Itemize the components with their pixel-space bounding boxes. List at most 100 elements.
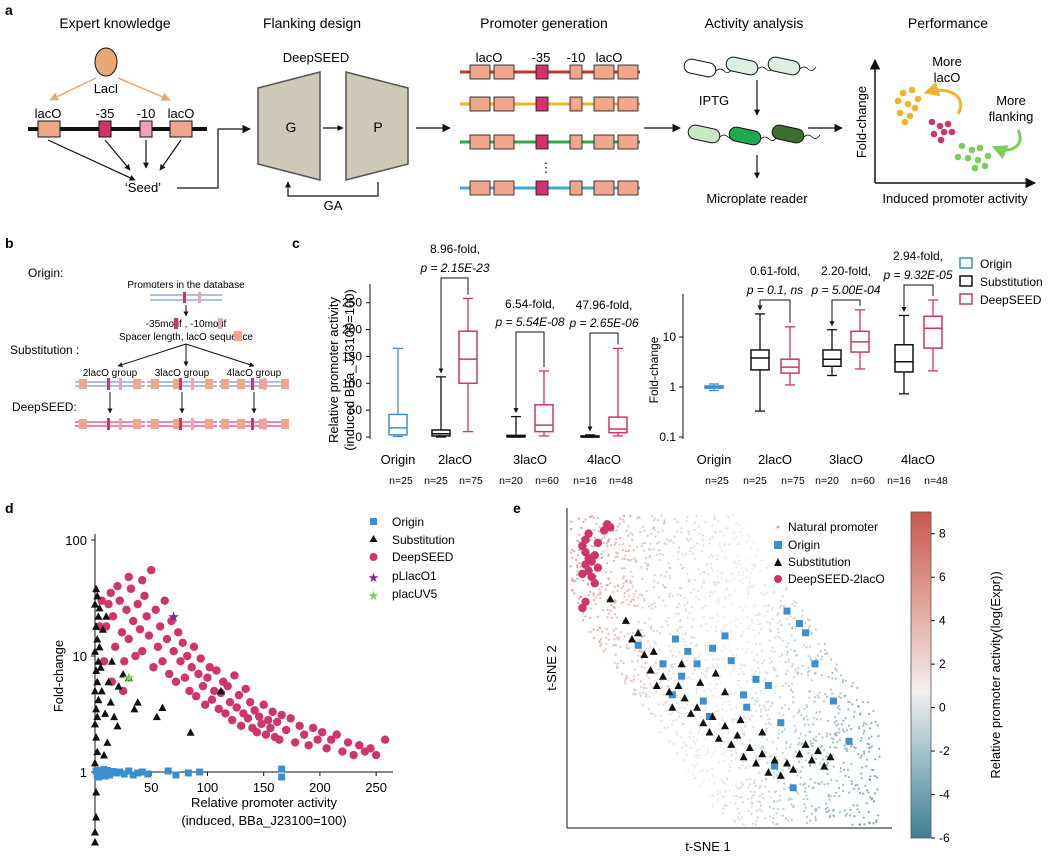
e-natural-point <box>639 694 642 697</box>
e-natural-point <box>571 548 574 551</box>
e-natural-point <box>842 719 845 722</box>
e-natural-point <box>777 736 780 740</box>
e-natural-point <box>779 600 782 603</box>
e-natural-point <box>576 566 579 569</box>
e-natural-point <box>755 710 758 713</box>
e-natural-point <box>706 670 709 673</box>
e-natural-point <box>668 644 671 648</box>
e-natural-point <box>690 546 693 550</box>
e-natural-point <box>825 695 829 699</box>
d-substitution-point <box>102 612 111 620</box>
panel-d-letter: d <box>5 500 14 516</box>
e-natural-point <box>732 577 736 580</box>
e-natural-point <box>735 794 738 798</box>
b-m35-box <box>251 378 254 390</box>
e-natural-point <box>845 747 848 751</box>
e-natural-point <box>730 621 733 624</box>
e-natural-point <box>622 662 625 665</box>
e-natural-point <box>732 693 735 696</box>
e-deepseed-point <box>581 597 590 606</box>
d-deepseed-point <box>207 695 217 704</box>
e-natural-point <box>679 563 682 567</box>
d-origin-point <box>196 768 204 776</box>
e-natural-point <box>854 784 857 787</box>
e-natural-point <box>724 790 727 793</box>
e-natural-point <box>577 602 580 605</box>
e-substitution-point <box>628 635 636 643</box>
e-natural-point <box>689 538 692 541</box>
e-natural-point <box>630 558 633 561</box>
e-natural-point <box>687 530 690 533</box>
e-natural-point <box>697 731 701 734</box>
e-natural-point <box>691 672 694 675</box>
e-natural-point <box>734 589 737 592</box>
e-natural-point <box>873 774 876 778</box>
e-natural-point <box>698 727 702 730</box>
e-natural-point <box>784 747 788 750</box>
e-natural-point <box>613 598 616 602</box>
e-natural-point <box>714 590 717 593</box>
e-natural-point <box>863 823 866 826</box>
e-natural-point <box>757 667 760 670</box>
e-natural-point <box>722 658 725 661</box>
gen-m35-box <box>535 96 549 112</box>
e-natural-point <box>826 719 829 723</box>
c-left-ytick-label: 100 <box>342 376 362 390</box>
e-natural-point <box>750 805 753 808</box>
e-natural-point <box>775 773 778 776</box>
e-natural-point <box>810 804 813 808</box>
e-natural-point <box>652 519 655 522</box>
e-natural-point <box>736 543 739 546</box>
e-natural-point <box>740 634 744 637</box>
e-natural-point <box>722 741 725 744</box>
e-natural-point <box>754 701 757 704</box>
e-natural-point <box>670 650 673 653</box>
e-substitution-point <box>776 771 785 779</box>
e-natural-point <box>652 712 655 715</box>
e-natural-point <box>711 555 714 558</box>
e-substitution-point <box>711 669 720 677</box>
e-natural-point <box>741 577 744 581</box>
e-natural-point <box>689 591 693 594</box>
e-natural-point <box>599 593 602 596</box>
e-natural-point <box>600 642 603 645</box>
e-natural-point <box>689 642 692 645</box>
e-natural-point <box>847 776 851 779</box>
e-natural-point <box>816 694 819 697</box>
e-natural-point <box>668 592 672 596</box>
e-natural-point <box>750 619 753 622</box>
e-natural-point <box>653 517 656 520</box>
b-deepseed-label: DeepSEED: <box>12 400 77 414</box>
d-substitution-point <box>91 828 99 836</box>
e-natural-point <box>758 612 761 615</box>
e-natural-point <box>621 585 625 588</box>
e-natural-point <box>734 713 737 716</box>
e-natural-point <box>647 640 650 643</box>
e-natural-point <box>737 816 740 819</box>
e-substitution-point <box>752 759 760 767</box>
e-natural-point <box>745 766 748 769</box>
e-natural-point <box>600 553 603 556</box>
e-natural-point <box>720 571 724 575</box>
e-natural-point <box>721 703 724 706</box>
e-natural-point <box>827 795 830 798</box>
e-natural-point <box>739 622 742 625</box>
e-natural-point <box>590 545 593 548</box>
d-xtick-label: 200 <box>309 780 331 795</box>
e-natural-point <box>621 549 625 552</box>
e-natural-point <box>648 683 652 686</box>
e-natural-point <box>742 609 745 612</box>
laco-label-2: lacO <box>168 106 195 121</box>
e-natural-point <box>629 600 632 604</box>
e-origin-point <box>743 703 751 711</box>
e-natural-point <box>852 715 856 718</box>
e-natural-point <box>704 564 708 567</box>
e-natural-point <box>654 642 657 645</box>
e-natural-point <box>691 552 695 556</box>
e-natural-point <box>784 682 788 685</box>
e-natural-point <box>857 705 860 708</box>
e-natural-point <box>735 536 738 539</box>
e-natural-point <box>727 641 730 644</box>
d-deepseed-point <box>225 697 235 707</box>
e-natural-point <box>840 674 843 677</box>
